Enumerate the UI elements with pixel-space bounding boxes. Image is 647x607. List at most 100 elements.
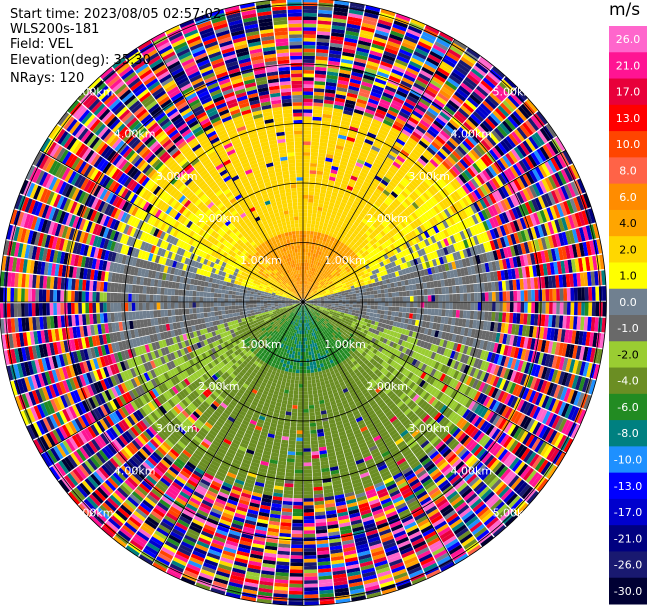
- gate: [309, 170, 317, 175]
- gate: [373, 81, 386, 89]
- gate: [387, 37, 402, 45]
- gate: [308, 248, 312, 253]
- gate: [377, 19, 393, 27]
- gate: [305, 288, 307, 292]
- gate: [312, 123, 321, 128]
- gate: [327, 205, 334, 211]
- gate: [364, 108, 376, 116]
- gate: [333, 7, 349, 13]
- gate: [317, 16, 332, 22]
- gate: [334, 148, 343, 154]
- gate: [326, 150, 335, 156]
- gate: [316, 34, 330, 40]
- gate: [308, 266, 311, 271]
- gate: [316, 38, 330, 43]
- gate: [374, 33, 388, 41]
- gate: [337, 193, 344, 199]
- gate: [338, 190, 345, 196]
- gate: [327, 146, 335, 152]
- gate: [306, 223, 311, 228]
- gate: [380, 60, 393, 69]
- gate: [306, 230, 311, 235]
- gate: [349, 82, 361, 88]
- gate: [317, 27, 331, 32]
- gate: [318, 251, 322, 256]
- gate: [376, 26, 391, 34]
- gate: [334, 101, 345, 107]
- gate: [303, 5, 318, 10]
- gate: [315, 59, 328, 64]
- gate: [372, 84, 384, 92]
- gate: [306, 262, 309, 267]
- gate: [352, 112, 363, 119]
- gate: [303, 291, 305, 295]
- gate: [356, 47, 370, 54]
- gate: [303, 291, 305, 295]
- gate: [351, 71, 363, 78]
- gate: [363, 74, 375, 81]
- gate: [304, 273, 306, 278]
- gate: [312, 253, 316, 258]
- gate: [330, 39, 344, 45]
- gate: [351, 119, 361, 126]
- gate: [346, 23, 361, 30]
- gate: [312, 113, 322, 118]
- gate: [311, 245, 315, 250]
- gate: [370, 46, 384, 54]
- gate: [305, 255, 308, 260]
- gate: [322, 237, 327, 242]
- gate: [325, 89, 336, 94]
- gate: [311, 216, 316, 221]
- gate: [352, 115, 362, 122]
- gate: [308, 195, 314, 199]
- gate: [303, 191, 309, 195]
- gate: [358, 36, 373, 44]
- gate: [304, 287, 306, 292]
- gate: [364, 67, 377, 75]
- gate: [344, 103, 355, 109]
- gate: [371, 43, 385, 51]
- gate: [310, 278, 314, 283]
- gate: [319, 145, 327, 151]
- gate: [352, 64, 365, 71]
- gate: [315, 250, 320, 255]
- gate: [337, 79, 349, 86]
- gate: [307, 255, 311, 260]
- gate: [303, 280, 306, 285]
- gate: [358, 91, 370, 98]
- gate: [311, 138, 320, 143]
- gate: [384, 47, 398, 55]
- gate: [309, 267, 313, 271]
- gate: [318, 9, 333, 15]
- gate: [341, 179, 349, 186]
- gate: [343, 109, 353, 116]
- gate: [312, 275, 315, 280]
- gate: [383, 50, 397, 59]
- gate: [310, 274, 314, 279]
- gate: [303, 20, 317, 24]
- gate: [317, 13, 332, 18]
- gate: [303, 66, 315, 71]
- gate: [346, 136, 356, 143]
- gate: [308, 191, 315, 196]
- gate: [317, 163, 325, 168]
- gate: [333, 108, 343, 114]
- gate: [303, 87, 314, 92]
- gate: [304, 262, 307, 267]
- gate: [322, 110, 333, 115]
- gate: [305, 284, 307, 288]
- gate: [310, 271, 313, 275]
- gate: [355, 102, 367, 109]
- gate: [303, 159, 310, 163]
- gate: [341, 198, 348, 204]
- gate: [328, 202, 335, 207]
- gate: [318, 152, 326, 158]
- gate: [317, 23, 331, 29]
- gate: [305, 248, 309, 253]
- gate: [314, 264, 317, 269]
- gate: [336, 196, 343, 202]
- gate: [318, 258, 322, 263]
- gate: [325, 230, 330, 236]
- gate: [313, 272, 316, 276]
